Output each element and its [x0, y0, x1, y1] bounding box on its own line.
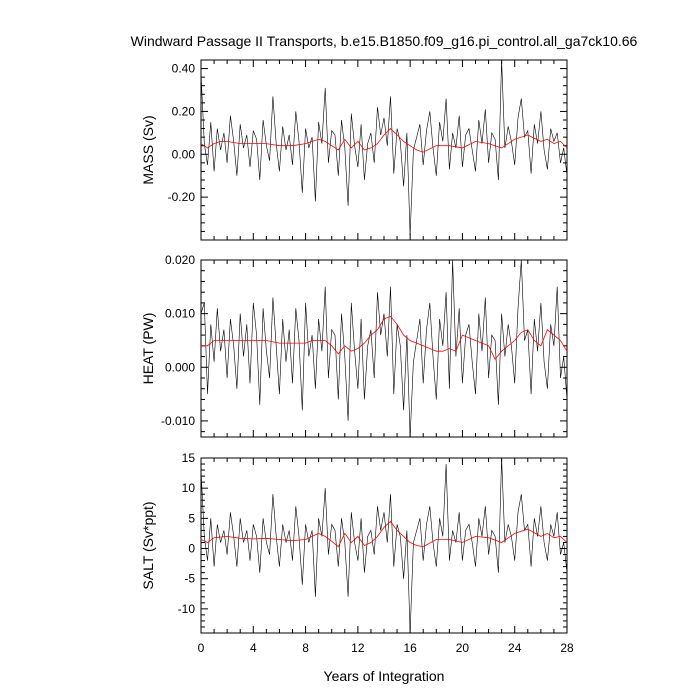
- salt-y-tick-label: 0: [188, 542, 195, 556]
- salt-y-tick-label: 10: [182, 481, 196, 495]
- chart-title: Windward Passage II Transports, b.e15.B1…: [131, 33, 638, 49]
- salt-x-tick-label: 28: [560, 641, 574, 655]
- salt-x-tick-label: 16: [403, 641, 417, 655]
- salt-y-tick-label: 15: [182, 451, 196, 465]
- salt-x-tick-label: 12: [351, 641, 365, 655]
- salt-x-tick-label: 0: [198, 641, 205, 655]
- salt-panel: -10 -5 0 5 10 15 0 4 8 12 16 20 24 28 SALT (Sv*ppt) Yea…: [140, 451, 574, 684]
- heat-y-tick-label: 0.000: [165, 360, 195, 374]
- mass-y-tick-label: -0.20: [168, 190, 196, 204]
- mass-plot-frame: [200, 59, 568, 241]
- heat-y-axis-title: HEAT (PW): [140, 313, 156, 385]
- salt-x-tick-label: 24: [508, 641, 522, 655]
- mass-y-tick-label: 0.00: [172, 147, 196, 161]
- mass-y-axis-title: MASS (Sv): [140, 115, 156, 184]
- salt-x-tick-label: 4: [250, 641, 257, 655]
- mass-y-tick-label: 0.20: [172, 104, 196, 118]
- salt-raw-series-line: [200, 457, 568, 634]
- x-axis-title: Years of Integration: [324, 668, 445, 684]
- salt-y-tick-label: -10: [178, 602, 196, 616]
- mass-raw-series-line: [200, 59, 568, 236]
- salt-y-axis-title: SALT (Sv*ppt): [140, 501, 156, 589]
- mass-panel: -0.20 0.00 0.20 0.40 MASS (Sv): [140, 59, 568, 241]
- salt-plot-frame: [200, 457, 568, 634]
- heat-y-tick-label: 0.020: [165, 253, 195, 267]
- salt-y-tick-label: 5: [188, 511, 195, 525]
- heat-y-tick-label: 0.010: [165, 307, 195, 321]
- heat-panel: -0.010 0.000 0.010 0.020 HEAT (PW): [140, 253, 568, 438]
- panels: -0.20 0.00 0.20 0.40 MASS (Sv) -0.010 0.000 0.0…: [140, 59, 574, 684]
- salt-y-tick-label: -5: [184, 572, 195, 586]
- heat-y-tick-label: -0.010: [161, 414, 195, 428]
- heat-plot-frame: [200, 259, 568, 438]
- salt-smoothed-series-line: [200, 520, 568, 548]
- heat-smoothed-series-line: [201, 315, 568, 360]
- mass-smoothed-series-line: [200, 128, 568, 153]
- mass-y-tick-label: 0.40: [172, 62, 196, 76]
- heat-raw-series-line: [200, 259, 568, 438]
- salt-x-tick-label: 8: [302, 641, 309, 655]
- salt-x-tick-label: 20: [456, 641, 470, 655]
